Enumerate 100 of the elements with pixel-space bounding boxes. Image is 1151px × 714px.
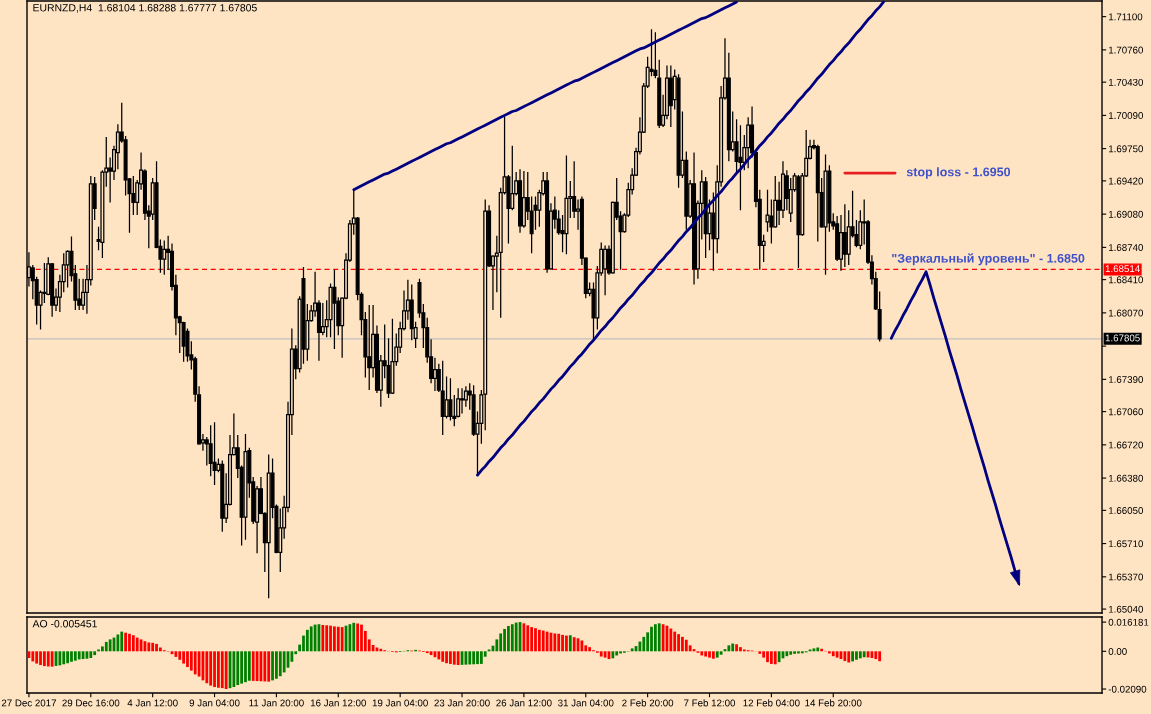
bar [700,651,704,656]
bar [275,651,278,679]
bar [217,651,220,688]
y-tick-label: 1.65710 [1108,540,1144,548]
bar [456,651,460,666]
x-tick-label: 31 Jan 04:00 [558,699,614,707]
bar [657,623,661,652]
bar [325,625,329,652]
candlestick [564,154,569,255]
line-series [476,1,885,477]
x-tick-label: 11 Jan 20:00 [249,699,304,707]
bar [789,651,793,655]
candlestick [842,203,847,268]
bar [120,631,124,652]
candlestick [657,59,662,129]
bar [452,651,456,665]
bar [77,651,81,660]
bar [50,651,54,667]
bar [31,651,35,662]
bar [247,651,251,681]
bar [131,635,135,652]
bar [708,651,711,658]
bar [182,651,185,664]
bar [305,629,309,652]
bar [340,627,344,652]
bar [572,637,576,652]
bar [35,651,39,664]
candlestick [521,170,526,229]
bar [178,651,182,660]
bar [827,651,831,654]
bar [762,651,766,658]
bar [711,651,715,659]
bar [530,627,534,652]
bar [445,651,448,664]
bar [472,651,476,665]
bar [615,651,619,656]
bar [735,644,738,652]
bar [267,651,271,682]
bar [449,651,452,664]
candlestick [162,239,167,276]
bar [240,651,244,684]
candlestick [676,73,681,189]
chart-title: EURNZD,H4 1.68104 1.68288 1.67777 1.67805 [33,4,257,13]
bar [348,624,352,652]
bar [108,639,112,652]
y-tick-label: 1.70430 [1108,78,1144,86]
bar [104,641,108,652]
candlestick [220,459,225,533]
candlestick [266,453,271,599]
bar [719,651,723,655]
bar [479,651,483,664]
bar [356,623,360,652]
y-tick-label: 1.65040 [1108,605,1144,613]
candlestick [367,304,372,391]
candlestick [390,318,395,395]
candlestick [692,151,697,286]
y-tick-label: 1.70760 [1108,46,1144,54]
bar [89,651,93,658]
x-tick-label: 19 Jan 04:00 [372,699,428,707]
bar [278,651,282,677]
bar [251,651,255,681]
bar [588,647,592,652]
y-tick-label: 1.68070 [1108,309,1144,317]
y-tick-label: -0.02090 [1108,685,1147,693]
bar [773,651,777,665]
bar [835,651,839,658]
bar [193,651,197,675]
y-tick-label: 1.66050 [1108,507,1144,514]
bar [650,626,653,652]
bar [39,651,42,666]
y-tick-label: 1.66380 [1108,474,1144,482]
y-tick-label: 1.69420 [1108,177,1144,185]
bar [568,635,572,652]
annotation: "Зеркальный уровень" - 1.6850 [892,253,1085,266]
candlestick [448,377,453,422]
line-series [352,1,738,192]
bar [213,651,216,688]
bar [73,651,77,661]
bar [236,651,240,686]
bar [874,651,878,660]
bar [878,651,882,662]
bar [831,651,835,657]
x-tick-label: 7 Feb 12:00 [684,699,736,707]
bar [321,624,325,652]
candlestick [815,144,820,243]
bar [715,651,719,658]
candlestick [440,360,445,436]
candlestick [332,269,337,350]
x-tick-label: 2 Feb 20:00 [622,699,674,707]
bar [282,651,286,673]
bar [553,633,557,652]
bar [514,622,518,652]
x-tick-label: 9 Jan 04:00 [189,699,240,707]
candlestick [796,174,801,269]
bar [151,642,155,652]
bar [352,622,356,652]
bar [336,626,340,652]
bar [309,626,313,652]
bar [851,651,854,662]
y-tick-label: 0.00 [1108,648,1127,655]
